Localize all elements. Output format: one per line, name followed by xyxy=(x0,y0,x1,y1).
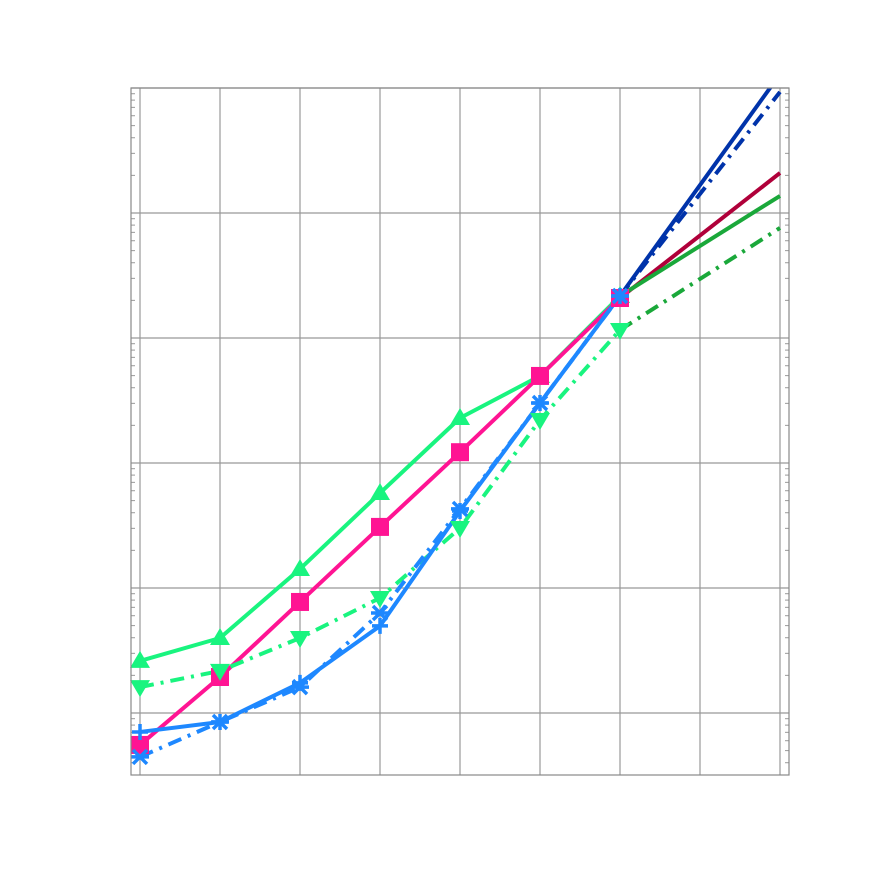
marker-x xyxy=(611,287,629,305)
marker-triangle-down xyxy=(370,590,390,608)
markers-group xyxy=(130,285,630,766)
series-line-5 xyxy=(618,88,773,298)
series-line-8 xyxy=(618,194,782,298)
marker-triangle-down xyxy=(210,663,230,681)
marker-triangle-up xyxy=(210,627,230,645)
marker-square xyxy=(371,517,389,536)
marker-x xyxy=(371,604,389,622)
marker-square xyxy=(131,735,149,754)
marker-x xyxy=(451,500,469,518)
marker-triangle-up xyxy=(290,558,310,576)
marker-triangle-up xyxy=(130,650,150,668)
series-line-6 xyxy=(618,90,782,298)
grid xyxy=(131,87,789,775)
marker-square xyxy=(291,592,309,611)
marker-x xyxy=(211,713,229,731)
marker-triangle-down xyxy=(290,630,310,648)
marker-plus xyxy=(132,723,148,740)
marker-x xyxy=(291,678,309,696)
marker-triangle-up xyxy=(370,483,390,501)
marker-triangle-down xyxy=(530,412,550,430)
marker-square xyxy=(531,366,549,385)
minor-ticks xyxy=(131,87,789,764)
marker-x xyxy=(131,748,149,766)
marker-plus xyxy=(372,617,388,634)
marker-triangle-down xyxy=(130,680,150,698)
marker-triangle-down xyxy=(610,322,630,340)
plot-frame xyxy=(130,87,790,776)
marker-square xyxy=(451,443,469,462)
marker-triangle-up xyxy=(450,408,470,426)
marker-x xyxy=(531,394,549,412)
marker-triangle-down xyxy=(450,520,470,538)
series-line-9 xyxy=(618,226,782,332)
